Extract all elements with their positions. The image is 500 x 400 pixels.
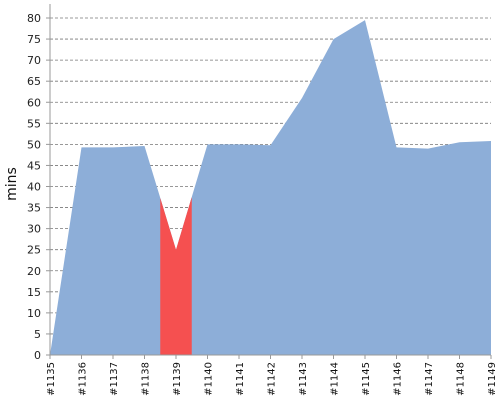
x-tick-labels: #1135 #1136 #1137 #1138 #1139 #1140 #1141 #1142… [46,362,498,396]
y-tick-label: 40 [27,181,41,194]
y-tick-label: 60 [27,96,41,109]
y-tick-label: 50 [27,138,41,151]
y-tick-label: 20 [27,265,41,278]
x-tick-label: #1141 [235,362,246,396]
x-tick-label: #1135 [46,362,57,396]
highlight-area [160,197,192,355]
y-tick-label: 65 [27,75,41,88]
x-tick-label: #1137 [109,362,120,396]
y-tick-label: 45 [27,159,41,172]
x-tick-label: #1140 [204,362,215,396]
x-tick-label: #1145 [361,362,372,396]
x-tick-label: #1144 [330,362,341,396]
axes [46,4,492,359]
x-tick-label: #1149 [487,362,498,396]
x-tick-label: #1136 [78,362,89,396]
y-tick-label: 80 [27,12,41,25]
y-tick-label: 10 [27,307,41,320]
x-tick-label: #1146 [393,362,404,396]
x-tick-label: #1142 [267,362,278,396]
x-tick-label: #1139 [172,362,183,396]
x-tick-label: #1138 [141,362,152,396]
y-tick-label: 55 [27,117,41,130]
y-tick-label: 30 [27,223,41,236]
y-tick-label: 15 [27,286,41,299]
y-tick-labels: 0 5 10 15 20 25 30 35 40 45 50 55 60 65 70 75 80 [27,12,41,362]
area-series [50,20,491,355]
x-tick-label: #1148 [456,362,467,396]
y-tick-label: 0 [34,349,41,362]
x-tick-label: #1143 [298,362,309,396]
y-tick-label: 25 [27,244,41,257]
y-tick-label: 35 [27,202,41,215]
x-tick-label: #1147 [424,362,435,396]
y-tick-label: 5 [34,328,41,341]
series-area [50,20,491,355]
y-tick-label: 70 [27,54,41,67]
y-tick-label: 75 [27,33,41,46]
y-axis-title: mins [4,167,20,201]
